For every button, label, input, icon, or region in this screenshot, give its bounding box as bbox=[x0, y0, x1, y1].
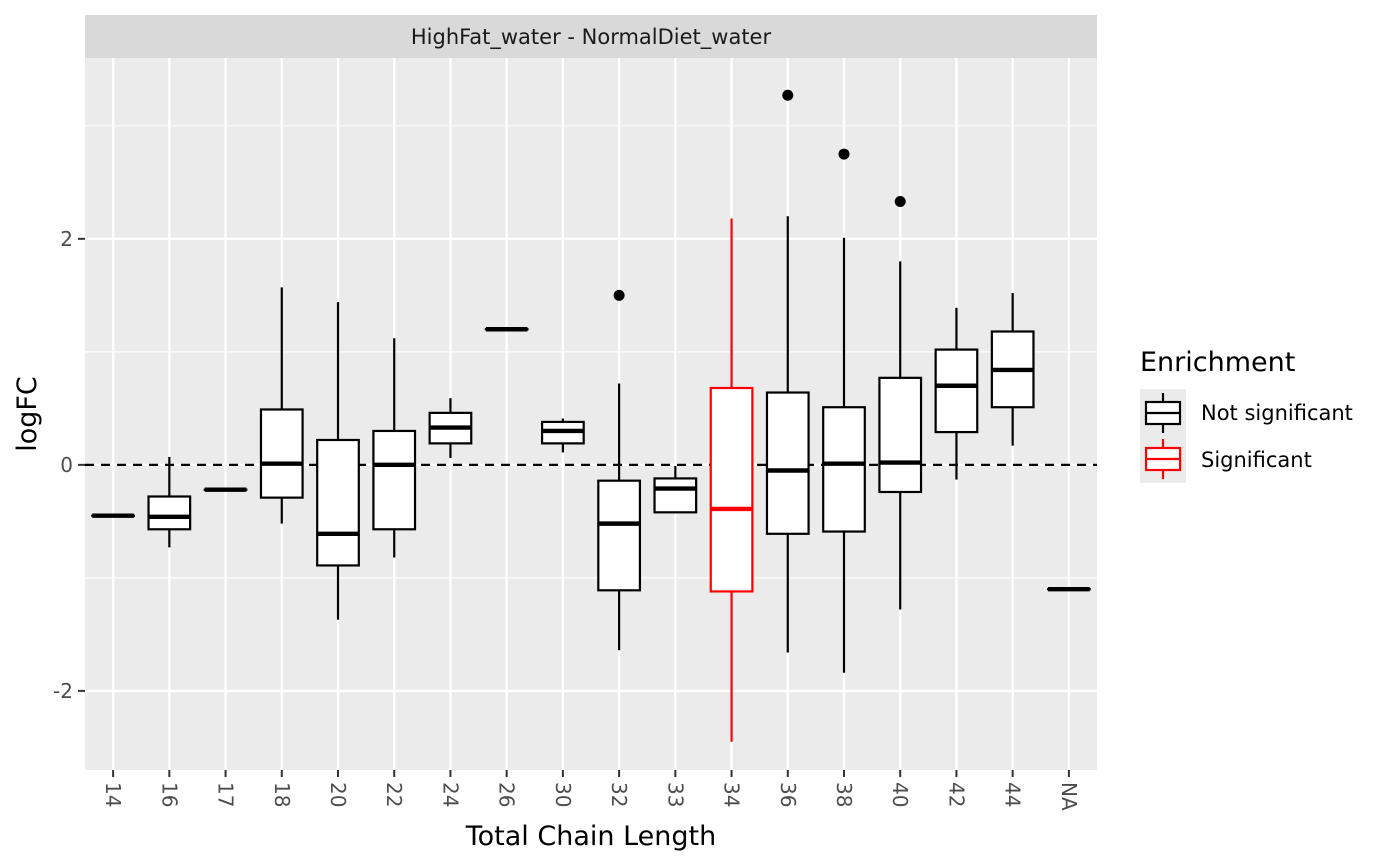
x-tick-label: 22 bbox=[382, 782, 406, 807]
box-30 bbox=[540, 418, 585, 453]
box-36 bbox=[765, 89, 810, 653]
box-body bbox=[934, 348, 979, 434]
legend-key-not-significant bbox=[1144, 393, 1182, 433]
y-tick-label: 0 bbox=[60, 453, 73, 477]
box-body bbox=[653, 477, 698, 514]
y-axis-title: logFC bbox=[12, 376, 43, 452]
x-tick-label: 38 bbox=[832, 782, 856, 807]
legend-title: Enrichment bbox=[1140, 347, 1295, 378]
x-tick-label: 40 bbox=[888, 782, 912, 807]
box-body bbox=[822, 406, 866, 533]
x-tick-label: 44 bbox=[1001, 782, 1025, 807]
box-body bbox=[147, 495, 192, 531]
box-20 bbox=[316, 302, 360, 620]
box-16 bbox=[147, 456, 192, 548]
outlier-point bbox=[613, 289, 625, 301]
box-body bbox=[709, 386, 754, 593]
box-body bbox=[597, 479, 642, 592]
y-tick-label: 2 bbox=[60, 227, 73, 251]
facet-title: HighFat_water - NormalDiet_water bbox=[411, 25, 772, 50]
x-tick-label: 32 bbox=[607, 782, 631, 807]
facet-strip bbox=[85, 15, 1097, 58]
box-38 bbox=[822, 148, 866, 673]
outlier-point bbox=[838, 148, 850, 160]
box-body bbox=[259, 408, 304, 499]
x-tick-label: 14 bbox=[101, 782, 125, 807]
x-tick-label: 16 bbox=[157, 782, 181, 807]
legend-label-not-significant: Not significant bbox=[1201, 401, 1353, 425]
outlier-point bbox=[894, 196, 906, 208]
box-44 bbox=[990, 293, 1035, 446]
x-tick-label: 42 bbox=[944, 782, 968, 807]
legend: Enrichment Not significant Significant bbox=[1140, 347, 1353, 483]
x-tick-label: NA bbox=[1057, 782, 1081, 811]
x-tick-label: 26 bbox=[495, 782, 519, 807]
x-tick-label: 20 bbox=[326, 782, 350, 807]
box-body bbox=[878, 376, 923, 494]
box-body bbox=[316, 438, 360, 567]
legend-label-significant: Significant bbox=[1201, 448, 1312, 472]
box-18 bbox=[259, 287, 304, 524]
x-tick-label: 30 bbox=[551, 782, 575, 807]
x-tick-label: 34 bbox=[720, 782, 744, 807]
box-22 bbox=[372, 338, 417, 558]
outlier-point bbox=[782, 89, 794, 101]
box-body bbox=[372, 429, 417, 531]
boxes-group bbox=[91, 89, 1091, 742]
box-34 bbox=[709, 218, 754, 742]
box-42 bbox=[934, 307, 979, 480]
x-tick-label: 33 bbox=[663, 782, 687, 807]
box-32 bbox=[597, 289, 642, 651]
box-24 bbox=[428, 398, 473, 459]
legend-key-significant bbox=[1144, 439, 1182, 479]
x-tick-label: 36 bbox=[776, 782, 800, 807]
x-axis-title: Total Chain Length bbox=[465, 821, 716, 852]
axes-group: -2 0 2 14 16 17 18 20 22 24 26 30 32 33 34 36 38 40 42 44 NA bbox=[53, 227, 1081, 811]
x-tick-label: 24 bbox=[438, 782, 462, 807]
legend-keys bbox=[1144, 393, 1182, 479]
box-body bbox=[765, 391, 810, 535]
plot-panel bbox=[85, 58, 1097, 770]
box-33 bbox=[653, 465, 698, 514]
box-40 bbox=[878, 196, 923, 610]
x-tick-label: 17 bbox=[214, 782, 238, 807]
y-tick-label: -2 bbox=[53, 679, 73, 703]
x-tick-label: 18 bbox=[270, 782, 294, 807]
